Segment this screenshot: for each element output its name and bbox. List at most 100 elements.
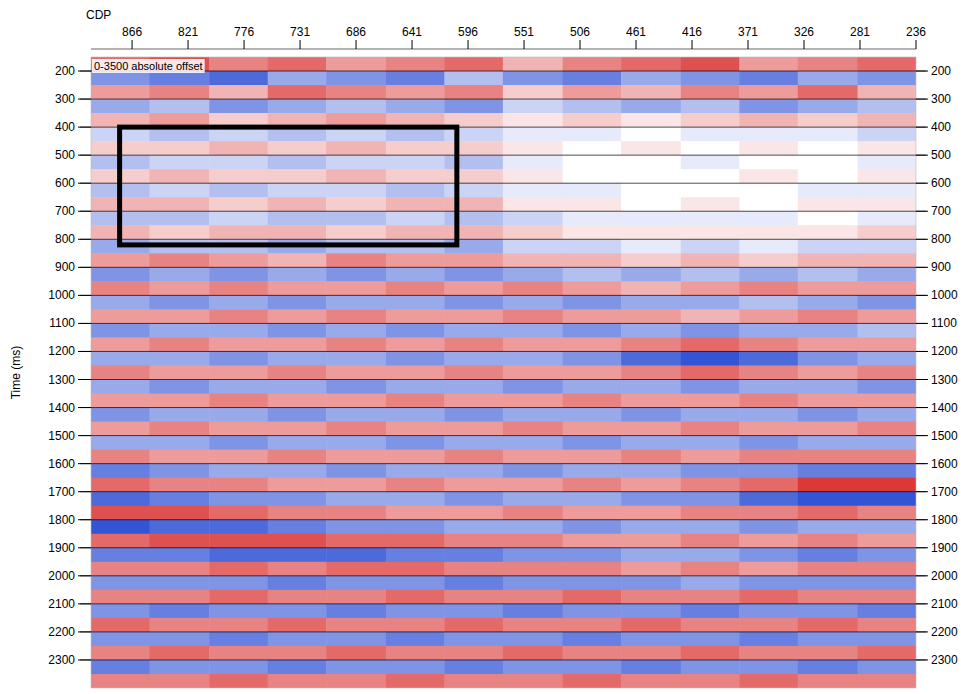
amplitude-cell <box>444 464 503 479</box>
amplitude-cell <box>798 520 858 535</box>
amplitude-cell <box>563 380 622 395</box>
amplitude-cell <box>209 464 268 479</box>
amplitude-cell <box>798 408 858 423</box>
grid-line <box>80 323 926 324</box>
x-tick-label: 416 <box>682 25 702 39</box>
amplitude-cell <box>681 85 740 100</box>
amplitude-cell <box>386 660 445 675</box>
y-tick-label: 1300 <box>931 373 958 387</box>
amplitude-cell <box>149 436 209 451</box>
grid-line <box>80 351 926 352</box>
x-tick-label: 236 <box>906 25 926 39</box>
amplitude-cell <box>326 295 386 310</box>
amplitude-cell <box>268 141 327 156</box>
y-tick-label: 900 <box>55 260 75 274</box>
amplitude-cell <box>681 141 740 156</box>
grid-line <box>80 463 926 464</box>
amplitude-cell <box>386 394 445 409</box>
amplitude-cell <box>621 141 681 156</box>
amplitude-cell <box>268 408 327 423</box>
amplitude-cell <box>326 408 386 423</box>
amplitude-cell <box>209 225 268 240</box>
amplitude-cell <box>563 450 622 465</box>
amplitude-cell <box>386 295 445 310</box>
amplitude-cell <box>268 660 327 675</box>
amplitude-cell <box>739 674 798 688</box>
amplitude-cell <box>563 534 622 549</box>
amplitude-cell <box>149 380 209 395</box>
amplitude-cell <box>681 436 740 451</box>
tick-mark <box>78 603 91 604</box>
amplitude-cell <box>386 183 445 198</box>
tick-mark <box>916 519 928 520</box>
amplitude-cell <box>739 57 798 72</box>
amplitude-cell <box>798 57 858 72</box>
amplitude-cell <box>444 590 503 605</box>
amplitude-cell <box>209 660 268 675</box>
tick-mark <box>244 40 245 49</box>
amplitude-cell <box>503 57 563 72</box>
amplitude-cell <box>681 646 740 661</box>
grid-line <box>80 211 926 212</box>
amplitude-cell <box>563 155 622 170</box>
amplitude-cell <box>91 436 150 451</box>
amplitude-cell <box>739 422 798 437</box>
amplitude-cell <box>798 309 858 324</box>
tick-mark <box>132 40 133 49</box>
amplitude-cell <box>739 113 798 128</box>
amplitude-cell <box>503 590 563 605</box>
grid-line <box>80 239 926 240</box>
amplitude-cell <box>503 267 563 282</box>
amplitude-cell <box>209 450 268 465</box>
amplitude-cell <box>739 155 798 170</box>
y-tick-label: 1400 <box>48 401 75 415</box>
amplitude-cell <box>386 576 445 591</box>
x-tick-label: 866 <box>122 25 142 39</box>
amplitude-cell <box>798 267 858 282</box>
plot-frame <box>91 57 916 688</box>
amplitude-cell <box>268 618 327 633</box>
amplitude-cell <box>268 169 327 184</box>
amplitude-cell <box>621 309 681 324</box>
amplitude-cell <box>326 197 386 212</box>
amplitude-cell <box>149 267 209 282</box>
amplitude-cell <box>209 548 268 563</box>
amplitude-cell <box>681 618 740 633</box>
amplitude-cell <box>798 99 858 114</box>
amplitude-cell <box>268 422 327 437</box>
amplitude-cell <box>739 295 798 310</box>
y-tick-label: 600 <box>55 176 75 190</box>
amplitude-cell <box>149 337 209 352</box>
amplitude-cell <box>386 408 445 423</box>
amplitude-cell <box>681 267 740 282</box>
tick-mark <box>78 183 91 184</box>
amplitude-cell <box>268 394 327 409</box>
tick-mark <box>860 40 861 49</box>
amplitude-cell <box>798 197 858 212</box>
amplitude-cell <box>386 211 445 226</box>
amplitude-cell <box>503 183 563 198</box>
amplitude-cell <box>563 590 622 605</box>
amplitude-cell <box>149 99 209 114</box>
amplitude-cell <box>621 113 681 128</box>
amplitude-cell <box>503 239 563 254</box>
amplitude-cell <box>858 674 916 688</box>
amplitude-cell <box>326 646 386 661</box>
amplitude-cell <box>209 197 268 212</box>
amplitude-cell <box>386 422 445 437</box>
amplitude-cell <box>444 71 503 86</box>
amplitude-cell <box>91 632 150 647</box>
amplitude-cell <box>563 239 622 254</box>
amplitude-cell <box>681 506 740 521</box>
amplitude-cell <box>621 506 681 521</box>
amplitude-cell <box>91 323 150 338</box>
y-axis-title: Time (ms) <box>9 346 23 400</box>
x-tick-label: 461 <box>626 25 646 39</box>
tick-mark <box>78 407 91 408</box>
tick-mark <box>188 40 189 49</box>
amplitude-cell <box>326 183 386 198</box>
amplitude-cell <box>91 506 150 521</box>
amplitude-cell <box>621 127 681 142</box>
amplitude-cell <box>209 632 268 647</box>
amplitude-cell <box>503 576 563 591</box>
